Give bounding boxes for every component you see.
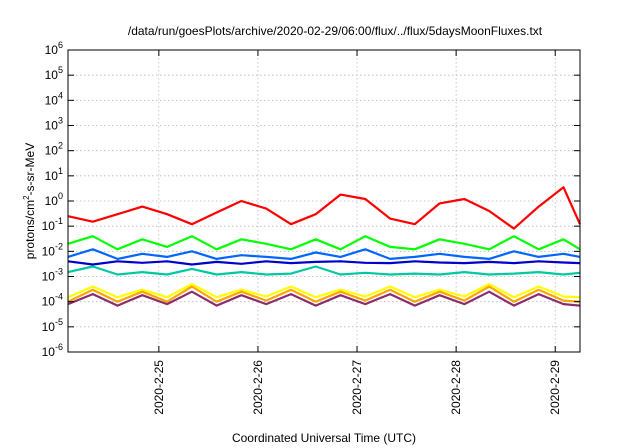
x-tick-label: 2020-2-26 bbox=[251, 360, 265, 415]
y-tick-base: 10 bbox=[42, 270, 56, 284]
y-axis-label-sup: 2 bbox=[22, 195, 31, 200]
y-tick-base: 10 bbox=[42, 295, 56, 309]
y-tick-label: 10-5 bbox=[42, 317, 63, 334]
series-line-8 bbox=[67, 290, 581, 307]
y-tick-label: 10-4 bbox=[42, 292, 63, 309]
y-tick-label: 10-6 bbox=[42, 342, 63, 359]
y-tick-exponent: -5 bbox=[55, 317, 63, 327]
series-line-6 bbox=[67, 283, 581, 299]
y-tick-exponent: 1 bbox=[58, 166, 63, 176]
chart-title: /data/run/goesPlots/archive/2020-02-29/0… bbox=[128, 24, 543, 38]
y-tick-label: 106 bbox=[45, 40, 63, 57]
x-axis-ticks: 2020-2-25 2020-2-26 2020-2-27 2020-2-28 2020… bbox=[152, 50, 562, 415]
y-tick-base: 10 bbox=[45, 43, 59, 57]
y-tick-label: 102 bbox=[45, 141, 63, 158]
y-tick-base: 10 bbox=[45, 194, 59, 208]
y-tick-base: 10 bbox=[42, 320, 56, 334]
y-tick-exponent: 6 bbox=[58, 40, 63, 50]
y-tick-exponent: -4 bbox=[55, 292, 63, 302]
y-tick-base: 10 bbox=[45, 144, 59, 158]
y-tick-label: 101 bbox=[45, 166, 63, 183]
y-tick-label: 104 bbox=[45, 90, 63, 107]
y-tick-exponent: 4 bbox=[58, 90, 63, 100]
x-tick-label: 2020-2-27 bbox=[350, 360, 364, 415]
series-line-4 bbox=[67, 260, 581, 266]
y-tick-base: 10 bbox=[42, 345, 56, 359]
y-tick-base: 10 bbox=[45, 68, 59, 82]
x-axis-label: Coordinated Universal Time (UTC) bbox=[232, 431, 416, 445]
y-tick-base: 10 bbox=[42, 219, 56, 233]
series-line-7 bbox=[67, 285, 581, 303]
y-tick-exponent: -3 bbox=[55, 267, 63, 277]
series-line-3 bbox=[67, 248, 581, 260]
y-tick-label: 103 bbox=[45, 116, 63, 133]
y-tick-label: 10-3 bbox=[42, 267, 63, 284]
y-axis-label-base: protons/cm bbox=[23, 200, 37, 259]
y-tick-exponent: 5 bbox=[58, 65, 63, 75]
grid-lines bbox=[68, 50, 580, 352]
series-line-1 bbox=[67, 186, 582, 230]
y-axis-label-rest: -s-sr-MeV bbox=[23, 143, 37, 196]
series-line-2 bbox=[67, 235, 581, 251]
y-tick-label: 10-2 bbox=[42, 241, 63, 258]
y-tick-base: 10 bbox=[45, 93, 59, 107]
y-tick-exponent: 0 bbox=[58, 191, 63, 201]
x-tick-label: 2020-2-28 bbox=[449, 360, 463, 415]
series-line-5 bbox=[67, 265, 581, 276]
y-tick-label: 105 bbox=[45, 65, 63, 82]
y-tick-label: 100 bbox=[45, 191, 63, 208]
y-tick-base: 10 bbox=[45, 119, 59, 133]
y-axis-label: protons/cm2-s-sr-MeV bbox=[22, 143, 37, 259]
y-tick-exponent: 3 bbox=[58, 116, 63, 126]
data-series bbox=[67, 186, 582, 307]
y-tick-exponent: 2 bbox=[58, 141, 63, 151]
x-tick-label: 2020-2-29 bbox=[548, 360, 562, 415]
y-tick-base: 10 bbox=[45, 169, 59, 183]
y-tick-exponent: -2 bbox=[55, 241, 63, 251]
y-tick-label: 10-1 bbox=[42, 216, 63, 233]
x-tick-label: 2020-2-25 bbox=[152, 360, 166, 415]
y-axis-ticks: 10610510410310210110010-110-210-310-410-… bbox=[42, 40, 580, 359]
y-tick-exponent: -1 bbox=[55, 216, 63, 226]
y-tick-exponent: -6 bbox=[55, 342, 63, 352]
y-tick-base: 10 bbox=[42, 244, 56, 258]
